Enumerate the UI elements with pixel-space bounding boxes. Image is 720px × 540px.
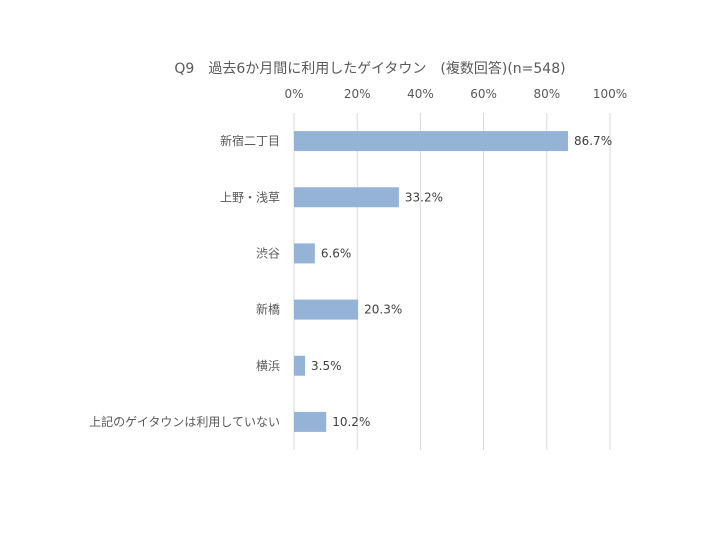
x-tick-label: 0% [284,87,303,101]
gridlines [293,113,611,450]
bar-0 [294,131,568,152]
x-axis-ticks: 0% 20% 40% 60% 80% 100% [284,87,627,101]
category-label: 上野・浅草 [220,190,280,204]
bars [294,131,568,432]
bar-5 [294,411,327,432]
category-label: 横浜 [256,359,280,373]
category-label: 上記のゲイタウンは利用していない [89,414,280,429]
x-tick-label: 40% [407,87,434,101]
chart-title: Q9 過去6か月間に利用したゲイタウン (複数回答)(n=548) [174,60,565,77]
bar-3 [294,299,359,320]
bar-2 [294,243,315,264]
category-label: 新橋 [256,302,280,317]
data-label: 6.6% [321,246,352,260]
x-tick-label: 20% [344,87,371,101]
x-tick-label: 100% [593,87,627,101]
x-tick-label: 60% [470,87,497,101]
data-label: 3.5% [311,359,342,373]
data-label: 10.2% [332,415,370,429]
data-label: 20.3% [364,303,402,317]
category-label: 渋谷 [256,246,280,260]
data-label: 33.2% [405,190,443,204]
bar-4 [294,355,306,376]
data-label: 86.7% [574,134,612,148]
x-tick-label: 80% [533,87,560,101]
bar-1 [294,187,399,208]
data-labels: 86.7% 33.2% 6.6% 20.3% 3.5% 10.2% [311,134,612,429]
category-label: 新宿二丁目 [220,133,280,148]
